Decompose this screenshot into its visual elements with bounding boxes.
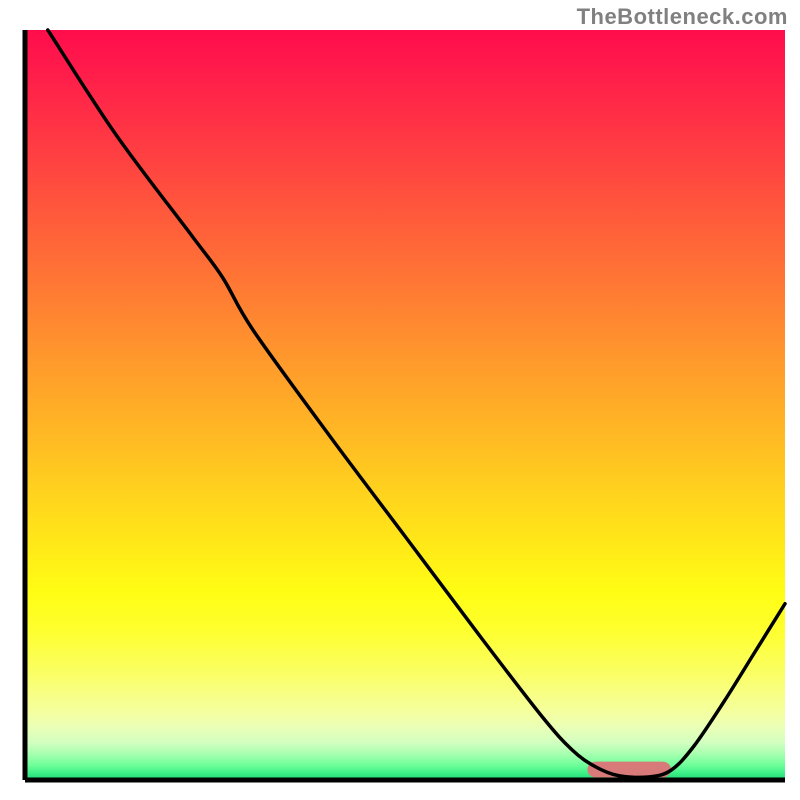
gradient-background xyxy=(25,30,785,780)
bottleneck-chart xyxy=(0,0,800,800)
watermark-text: TheBottleneck.com xyxy=(577,4,788,30)
